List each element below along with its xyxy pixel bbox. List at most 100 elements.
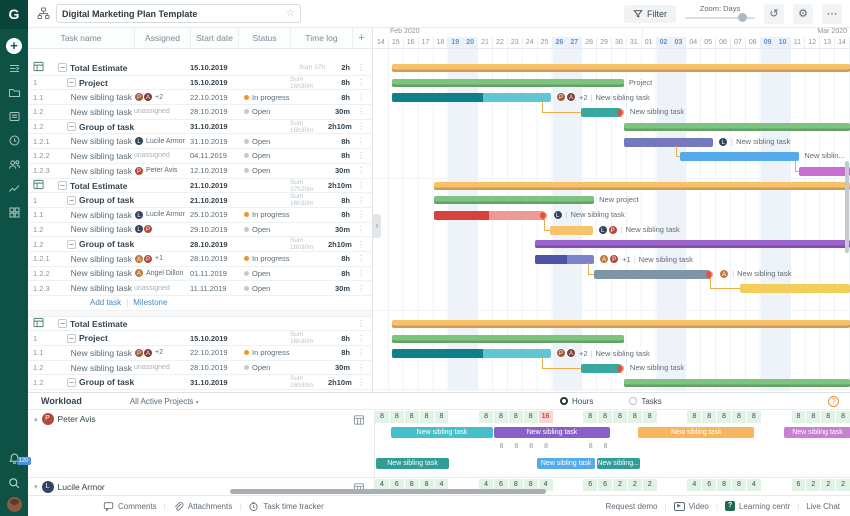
table-row[interactable]: 1 − Project 15.10.2019 Sum 16h30m 8h ⋮	[28, 331, 372, 347]
status-cell[interactable]: In progress	[238, 93, 290, 102]
timeline-day-cell[interactable]: 02	[656, 37, 672, 48]
task-name-cell[interactable]: New sibling task	[70, 165, 132, 176]
timeline-day-cell[interactable]: 14	[374, 37, 389, 48]
status-cell[interactable]: In progress	[238, 210, 290, 219]
timeline-day-cell[interactable]: 19	[448, 37, 464, 48]
gantt-bar[interactable]	[680, 152, 800, 162]
table-row[interactable]: 1.1 New sibling task P A +2 22.10.2019 In prog…	[28, 346, 372, 361]
personal-calendar-button[interactable]	[353, 413, 365, 431]
gantt-bar[interactable]	[534, 255, 595, 265]
assigned-cell[interactable]: unassigned	[134, 108, 190, 115]
assigned-cell[interactable]: A P +1	[134, 253, 190, 264]
gantt-bar[interactable]	[391, 349, 551, 359]
task-name-cell[interactable]: New sibling task	[70, 150, 132, 161]
search-icon[interactable]	[8, 477, 21, 490]
row-menu-button[interactable]: ⋮	[357, 348, 365, 358]
row-menu-button[interactable]: ⋮	[357, 92, 365, 102]
timeline-day-cell[interactable]: 06	[716, 37, 731, 48]
time-log-cell[interactable]: 30m	[290, 107, 352, 116]
table-row[interactable]: 1.2.2 New sibling task A Angel Dillon 01.11.…	[28, 266, 372, 282]
time-log-cell[interactable]: 30m	[290, 225, 352, 234]
assigned-cell[interactable]: L Lucile Armor	[134, 136, 190, 147]
start-date-cell[interactable]: 22.10.2019	[190, 348, 228, 358]
timeline-day-cell[interactable]: 23	[508, 37, 523, 48]
gantt-bar[interactable]	[391, 93, 551, 103]
start-date-cell[interactable]: 15.10.2019	[190, 63, 228, 73]
timeline-day-cell[interactable]: 17	[419, 37, 434, 48]
time-log-cell[interactable]: Sum 16h30m 8h	[290, 331, 352, 345]
status-cell[interactable]: Open	[238, 107, 290, 116]
gantt-bar[interactable]	[580, 108, 621, 118]
start-date-cell[interactable]: 15.10.2019	[190, 78, 228, 88]
status-cell[interactable]: Open	[238, 137, 290, 146]
table-row[interactable]: 1.2.1 New sibling task A P +1 28.10.2019 In pr…	[28, 251, 372, 267]
time-log-cell[interactable]: 8h	[290, 254, 352, 263]
start-date-cell[interactable]: 22.10.2019	[190, 92, 228, 102]
workload-task-bar[interactable]: New sibling task	[784, 427, 850, 438]
row-menu-button[interactable]: ⋮	[357, 239, 365, 249]
horizontal-scrollbar[interactable]	[230, 489, 546, 494]
task-name-cell[interactable]: − Group of tasks	[58, 122, 134, 132]
task-name-cell[interactable]: New sibling task	[70, 283, 132, 294]
task-name-cell[interactable]: − Total Estimate	[58, 319, 134, 329]
workload-scope-dropdown[interactable]: All Active Projects ▾	[129, 396, 199, 406]
table-row[interactable]: − Total Estimate 15.10.2019 Sum 37h 2h ⋮	[28, 61, 372, 76]
assigned-cell[interactable]: A Angel Dillon	[134, 268, 190, 279]
start-date-cell[interactable]: 21.10.2019	[190, 195, 228, 205]
timeline-day-cell[interactable]: 03	[671, 37, 687, 48]
bottombar-item-live-chat[interactable]: Live Chat	[806, 502, 840, 511]
time-log-cell[interactable]: 8h	[290, 93, 352, 102]
bottombar-item-comments[interactable]: Comments	[103, 501, 157, 512]
zoom-slider-track[interactable]	[685, 16, 755, 19]
time-log-cell[interactable]: Sum 16h30m 2h10m	[290, 120, 352, 134]
history-button[interactable]: ↺	[764, 3, 784, 24]
sidebar-item-portfolio[interactable]	[8, 206, 21, 219]
sidebar-item-clock[interactable]	[8, 134, 21, 147]
task-name-cell[interactable]: − Group of tasks	[58, 195, 134, 205]
table-row[interactable]: 1.2 − Group of tasks 31.10.2019 Sum 16h30m 2h…	[28, 375, 372, 391]
time-log-cell[interactable]: Sum 37h 2h	[290, 63, 352, 72]
task-name-cell[interactable]: New sibling task	[70, 362, 132, 373]
start-date-cell[interactable]: 28.10.2019	[190, 107, 228, 117]
start-date-cell[interactable]: 25.10.2019	[190, 210, 228, 220]
status-cell[interactable]: In progress	[238, 254, 290, 263]
timeline-day-cell[interactable]: 16	[404, 37, 419, 48]
gantt-bar[interactable]	[391, 64, 850, 72]
collapse-toggle[interactable]: −	[58, 63, 67, 73]
gantt-bar[interactable]	[623, 378, 850, 387]
task-name-cell[interactable]: − Total Estimate	[58, 63, 134, 73]
task-name-cell[interactable]: − Project	[58, 333, 134, 343]
gantt-bar[interactable]	[433, 210, 544, 220]
start-date-cell[interactable]: 04.11.2019	[190, 151, 227, 161]
collapse-toggle[interactable]: −	[67, 78, 76, 88]
gantt-bar[interactable]	[739, 284, 850, 294]
task-name-cell[interactable]: New sibling task	[70, 92, 132, 103]
add-task-link[interactable]: Add task	[90, 298, 122, 308]
gantt-bar[interactable]	[391, 78, 624, 87]
workload-task-bar[interactable]: New sibling task	[494, 427, 611, 438]
start-date-cell[interactable]: 31.10.2019	[190, 377, 228, 387]
sidebar-item-task-list[interactable]	[8, 62, 21, 75]
table-row[interactable]: 1.2 New sibling task unassigned 28.10.2019 O…	[28, 105, 372, 120]
gantt-bar[interactable]	[799, 166, 850, 176]
row-menu-button[interactable]: ⋮	[357, 333, 365, 343]
add-milestone-link[interactable]: Milestone	[133, 298, 168, 308]
create-new-button[interactable]: +	[6, 38, 22, 54]
row-menu-button[interactable]: ⋮	[357, 319, 365, 329]
timeline-day-cell[interactable]: 07	[731, 37, 746, 48]
gantt-bar[interactable]	[623, 137, 714, 147]
collapse-toggle[interactable]: −	[67, 239, 76, 249]
table-row[interactable]: − Total Estimate 21.10.2019 Sum 37h20m 2h10m…	[28, 178, 372, 194]
task-name-cell[interactable]: − Total Estimate	[58, 181, 134, 191]
timeline-day-cell[interactable]: 20	[463, 37, 479, 48]
workload-mode-tasks[interactable]: Tasks	[629, 397, 662, 406]
time-log-cell[interactable]: Sum 37h20m 2h10m	[290, 179, 352, 193]
timeline-day-cell[interactable]: 21	[478, 37, 493, 48]
row-menu-button[interactable]: ⋮	[357, 181, 365, 190]
table-row[interactable]: 1.2.3 New sibling task unassigned 11.11.201…	[28, 281, 372, 296]
task-name-cell[interactable]: New sibling task	[70, 209, 132, 220]
timeline-day-cell[interactable]: 08	[746, 37, 761, 48]
workload-mode-hours[interactable]: Hours	[560, 397, 593, 406]
user-avatar[interactable]	[6, 497, 22, 512]
collapse-triangle[interactable]: ▾	[34, 484, 38, 491]
